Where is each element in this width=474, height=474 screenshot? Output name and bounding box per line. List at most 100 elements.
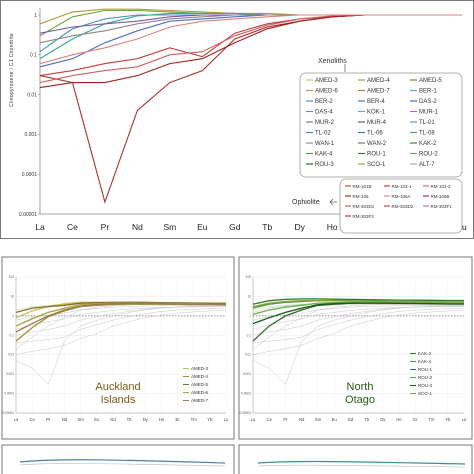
x-tick-label: La: [14, 417, 19, 422]
main-y-axis-label: Clinopyroxene / C1 Chondrite: [9, 33, 15, 107]
ophiolite-arrow: [329, 198, 337, 206]
xenolith-legend-label: AMED-5: [419, 78, 442, 84]
background-sample-line: [253, 304, 464, 350]
y-tick-label: 0.00001: [239, 411, 251, 415]
y-tick-label: 1: [249, 314, 251, 318]
ophiolite-legend-label: RM-105: [353, 194, 370, 199]
y-tick-label: 0.0001: [4, 392, 14, 396]
y-tick-label: 0.00001: [2, 411, 14, 415]
panel-title: Auckland: [95, 381, 140, 393]
y-tick-label: 0.001: [243, 372, 251, 376]
main-x-tick-label: Nd: [132, 222, 143, 232]
bottom-right-partial-line-2: [257, 464, 466, 468]
ophiolite-legend-label: RM-303D2: [392, 204, 414, 209]
xenolith-legend-label: ROU-1: [367, 152, 386, 158]
y-tick-label: 0.01: [245, 353, 251, 357]
main-y-tick-label: 0.00001: [19, 212, 37, 218]
panel-title: Islands: [101, 394, 136, 406]
main-y-tick-label: 0.001: [24, 132, 37, 138]
xenolith-legend-label: MUR-1: [419, 110, 439, 116]
x-tick-label: Nd: [62, 417, 68, 422]
y-tick-label: 1: [12, 314, 14, 318]
ophiolite-legend-box: [339, 178, 463, 234]
xenolith-legend-label: BER-4: [367, 99, 385, 105]
legend-label: ROU-2: [418, 375, 432, 380]
x-tick-label: Sm: [315, 417, 322, 422]
background-sample-line: [253, 306, 464, 330]
ophiolite-legend-label: RM-106B: [431, 194, 450, 199]
y-tick-label: 0.1: [10, 333, 15, 337]
main-x-tick-label: Tb: [262, 222, 272, 232]
x-tick-label: Lu: [462, 417, 467, 422]
x-tick-label: Gd: [348, 417, 354, 422]
y-tick-label: 0.0001: [241, 392, 251, 396]
xenolith-legend-label: KAK-4: [315, 152, 333, 158]
y-tick-label: 0.001: [6, 372, 14, 376]
x-tick-label: La: [251, 417, 256, 422]
main-plot: 1 0.1 0.01 0.001 0.0001 0.00001 Clinopyroxene …: [9, 8, 467, 234]
xenoliths-label: Xenoliths: [318, 58, 347, 65]
x-tick-label: Pr: [283, 417, 288, 422]
main-y-tick-label: 0.1: [30, 53, 37, 59]
ophiolite-legend-label: RM-103-1: [392, 184, 413, 189]
main-x-tick-label: La: [35, 222, 45, 232]
x-tick-label: Lu: [224, 417, 229, 422]
x-tick-label: Er: [413, 417, 418, 422]
series-line: [253, 301, 464, 315]
x-tick-label: Ho: [159, 417, 165, 422]
y-tick-label: 0.01: [8, 353, 14, 357]
background-sample-line: [253, 308, 464, 344]
legend-label: ROU-1: [418, 367, 432, 372]
x-tick-label: Pr: [46, 417, 51, 422]
x-tick-label: Yb: [445, 417, 451, 422]
main-x-tick-label: Dy: [294, 222, 305, 232]
xenolith-legend-label: KOK-1: [367, 110, 386, 116]
xenolith-legend-label: TL-06: [367, 131, 383, 137]
xenolith-legend-label: MUR-4: [367, 120, 387, 126]
main-x-tick-label: Ce: [67, 222, 78, 232]
y-tick-label: 0.1: [247, 333, 252, 337]
bottom-right-panel-frame: [238, 444, 473, 474]
series-line: [253, 302, 464, 325]
ophiolite-legend-label: RM-303F1: [431, 204, 453, 209]
x-tick-label: Tm: [429, 417, 436, 422]
y-tick-label: 100: [246, 275, 252, 279]
legend-label: AMED-4: [191, 374, 208, 379]
x-tick-label: Ho: [396, 417, 402, 422]
main-x-tick-label: Sm: [163, 222, 176, 232]
auckland-panel-frame: [1, 256, 235, 440]
x-tick-label: Ce: [29, 417, 35, 422]
x-tick-label: Er: [175, 417, 180, 422]
x-tick-label: Tm: [191, 417, 198, 422]
main-x-tick-label: Eu: [197, 222, 208, 232]
x-tick-label: Yb: [207, 417, 213, 422]
xenolith-legend-label: ALT-7: [419, 162, 435, 168]
series-line: [16, 301, 226, 314]
x-tick-label: Gd: [110, 417, 116, 422]
legend-label: AMED-3: [191, 366, 208, 371]
xenolith-legend-label: MUR-2: [315, 120, 335, 126]
x-tick-label: Dy: [380, 417, 386, 422]
xenolith-legend-label: AMED-3: [315, 78, 338, 84]
background-sample-line: [16, 306, 226, 330]
xenolith-legend-label: WAN-2: [367, 141, 387, 147]
main-y-tick-label: 1: [34, 13, 37, 19]
ophiolite-legend-label: RM-101B: [353, 184, 372, 189]
x-tick-label: Tb: [364, 417, 370, 422]
series-line: [16, 302, 226, 333]
xenolith-legend-label: AMED-7: [367, 89, 390, 95]
legend-label: SCO-1: [418, 391, 432, 396]
ophiolite-legend-label: RM-303F2: [353, 214, 375, 219]
x-tick-label: Ce: [267, 417, 273, 422]
bottom-right-partial-line: [257, 460, 466, 465]
panel-title: North: [347, 381, 374, 393]
series-line: [253, 299, 464, 308]
main-y-tick-label: 0.01: [27, 92, 37, 98]
x-tick-label: Dy: [143, 417, 149, 422]
legend-label: KAK-4: [418, 359, 432, 364]
xenolith-legend-label: BER-2: [315, 99, 333, 105]
bottom-left-partial-line-2: [19, 463, 226, 467]
y-tick-label: 100: [9, 275, 15, 279]
